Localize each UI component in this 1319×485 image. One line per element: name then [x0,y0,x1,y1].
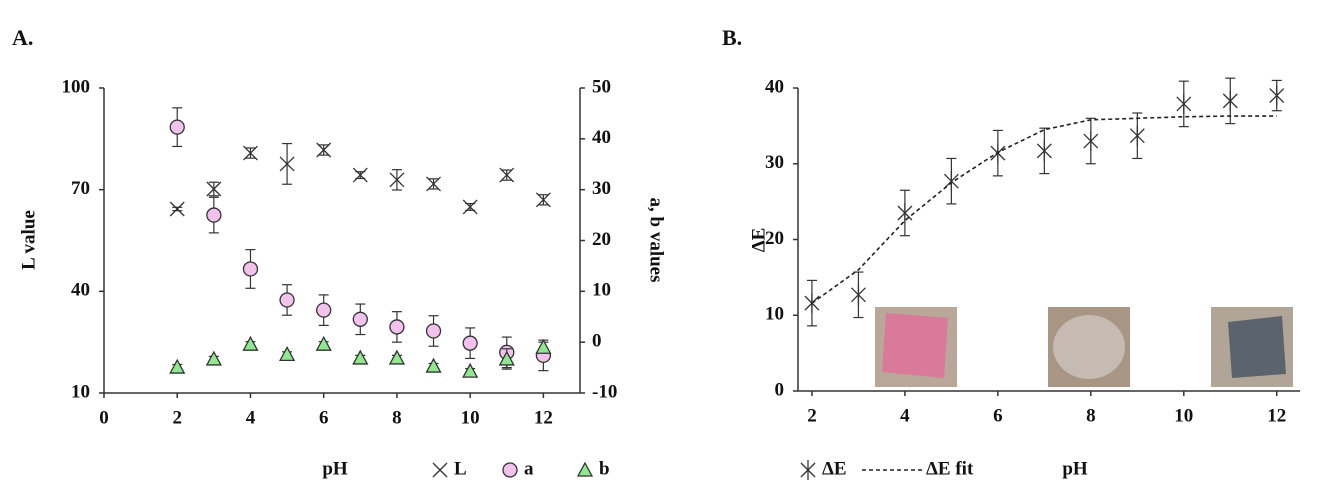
marker [1084,131,1098,151]
marker-shape [578,463,592,476]
marker-shape [463,364,477,377]
x-tick-label: 12 [534,407,553,428]
panel-label: A. [12,25,33,50]
marker [427,324,441,338]
y-tick-label: 30 [765,152,784,173]
y-tick-label: 10 [71,381,90,402]
marker [1037,141,1051,161]
marker-shape [427,359,441,372]
marker-shape [317,303,331,317]
marker-shape [317,337,331,350]
photos [875,307,1293,387]
marker [353,351,367,364]
legend-marker [578,463,592,476]
marker [317,303,331,317]
marker [280,347,294,360]
marker [944,171,958,191]
x-tick-label: 2 [807,405,817,426]
marker-shape [390,320,404,334]
marker [898,203,912,223]
marker-shape [427,324,441,338]
marker [463,200,477,214]
y-tick-label: 40 [71,280,90,301]
y-tick-label: 10 [765,304,784,325]
marker-shape [207,208,221,222]
marker-shape [280,347,294,360]
legend-label: b [599,458,610,479]
legend-label: L [454,458,467,479]
y2-tick-label: 10 [592,280,611,301]
marker-shape [353,312,367,326]
y-tick-label: 0 [775,379,785,400]
photo-film [1053,315,1125,379]
x-tick-label: 0 [99,407,109,428]
y-tick-label: 40 [765,76,784,97]
marker-shape [503,463,517,477]
marker [427,359,441,372]
legend-label: ΔE fit [926,458,974,479]
marker-shape [243,337,257,350]
y-axis-title: L value [18,210,39,270]
y2-tick-label: 50 [592,76,611,97]
photo-film [882,313,948,378]
marker [1130,126,1144,146]
y2-tick-label: 30 [592,178,611,199]
y-axis-title: ΔE [748,228,769,253]
x-axis-title: pH [1062,458,1088,479]
marker [170,120,184,134]
y-tick-label: 100 [62,76,91,97]
marker-shape [280,293,294,307]
legend-label: ΔE [822,458,847,479]
marker [317,337,331,350]
marker [851,285,865,305]
marker [243,262,257,276]
x-tick-label: 12 [1267,405,1286,426]
x-tick-label: 10 [1174,405,1193,426]
marker [353,168,367,182]
y2-tick-label: 20 [592,229,611,250]
marker [1270,86,1284,106]
marker-shape [170,120,184,134]
x-tick-label: 2 [172,407,182,428]
marker [390,320,404,334]
marker [390,351,404,364]
marker [463,336,477,350]
marker [170,360,184,373]
marker-shape [207,352,221,365]
marker [207,208,221,222]
marker-shape [463,336,477,350]
photo-film [1228,316,1286,378]
y2-axis-title: a, b values [646,198,667,283]
x-tick-label: 10 [461,407,480,428]
legend-marker [503,463,517,477]
marker-shape [243,262,257,276]
y2-tick-label: -10 [592,381,617,402]
x-tick-label: 6 [993,405,1003,426]
panel-label: B. [722,25,742,50]
y2-tick-label: 40 [592,127,611,148]
x-axis-title: pH [322,458,348,479]
marker [463,364,477,377]
legend-marker [801,460,815,480]
x-tick-label: 8 [392,407,402,428]
marker [1177,94,1191,114]
marker-shape [390,351,404,364]
marker [280,293,294,307]
marker [1223,91,1237,111]
figure: A.024681012104070100-1001020304050L valu… [0,0,1319,485]
legend-marker [433,463,447,477]
legend-label: a [524,458,534,479]
marker [170,202,184,216]
marker [353,312,367,326]
x-tick-label: 6 [319,407,329,428]
y-tick-label: 70 [71,178,90,199]
x-tick-label: 8 [1086,405,1096,426]
marker [243,337,257,350]
marker-shape [353,351,367,364]
y2-tick-label: 0 [592,331,602,352]
marker-shape [170,360,184,373]
x-tick-label: 4 [246,407,256,428]
marker [207,352,221,365]
x-tick-label: 4 [900,405,910,426]
